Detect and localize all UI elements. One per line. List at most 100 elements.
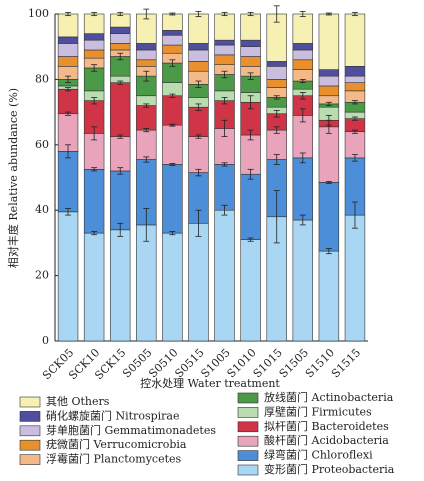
error-bar <box>65 208 72 216</box>
legend-label: 酸杆菌门 Acidobacteria <box>264 433 389 447</box>
error-bar <box>325 114 332 126</box>
legend-label: 变形菌门 Proteobacteria <box>264 462 395 476</box>
error-bar <box>195 103 202 111</box>
error-bar <box>117 134 124 139</box>
bar-segment <box>57 88 79 115</box>
bar-segment <box>318 69 340 77</box>
bar-segment <box>162 34 183 46</box>
error-bar <box>65 111 72 116</box>
legend-label: 疣微菌门 Verrucomicrobia <box>46 437 187 451</box>
bar-segment <box>214 54 235 65</box>
bar-segment <box>57 151 79 213</box>
error-bar <box>117 167 124 175</box>
legend-swatch <box>19 425 41 437</box>
y-axis-label: 相对丰度 Relative abundance (%) <box>6 88 20 268</box>
bar-segment <box>240 13 261 41</box>
error-bar <box>195 10 202 18</box>
error-bar <box>247 11 254 17</box>
bar-segment <box>136 105 157 131</box>
legend-swatch <box>19 454 41 465</box>
legend-swatch <box>237 450 259 461</box>
error-bar <box>195 134 202 139</box>
error-bar <box>169 163 176 166</box>
error-bar <box>273 95 280 100</box>
y-tick-label: 80 <box>35 72 49 85</box>
error-bar <box>299 79 306 84</box>
bar-segment <box>318 126 340 183</box>
bar-segment <box>162 13 183 31</box>
error-bar <box>169 231 176 236</box>
legend-swatch <box>237 435 259 447</box>
bar-segment <box>162 44 183 54</box>
bar-segment <box>214 209 235 342</box>
error-bar <box>247 95 254 110</box>
error-bar <box>351 201 358 229</box>
error-bar <box>273 154 280 165</box>
error-bar <box>65 75 72 84</box>
bar-segment <box>344 75 366 83</box>
bar-segment <box>292 219 314 342</box>
bar-segment <box>136 224 157 342</box>
error-bar <box>143 156 150 163</box>
error-bar <box>221 11 228 17</box>
error-bar <box>143 208 150 242</box>
bar-segment <box>240 239 261 342</box>
error-bar <box>91 167 98 172</box>
error-bar <box>247 129 254 141</box>
error-bar <box>91 11 98 17</box>
legend-swatch <box>237 464 259 476</box>
error-bar <box>325 12 332 16</box>
x-axis-label: 控水处理 Water treatment <box>140 376 280 390</box>
error-bar <box>169 59 176 67</box>
y-tick-label: 60 <box>35 138 49 151</box>
bar-segment <box>344 131 366 159</box>
error-bar <box>221 119 228 138</box>
error-bar <box>91 231 98 236</box>
error-bar <box>247 168 254 180</box>
error-bar <box>299 108 306 123</box>
error-bar <box>221 70 228 79</box>
bar-segment <box>188 43 209 51</box>
error-bar <box>195 168 202 177</box>
legend-label: 放线菌门 Actinobacteria <box>264 390 394 404</box>
error-bar <box>117 11 124 17</box>
legend-label: 绿弯菌门 Chloroflexi <box>264 448 373 462</box>
error-bar <box>221 96 228 105</box>
error-bar <box>325 181 332 184</box>
error-bar <box>325 101 332 106</box>
error-bar <box>91 64 98 72</box>
error-bar <box>195 209 202 237</box>
legend-label: 其他 Others <box>46 395 110 408</box>
bar-segment <box>162 232 183 342</box>
bar-segment <box>292 157 314 221</box>
bar-segment <box>188 49 209 62</box>
error-bar <box>143 128 150 133</box>
error-bar <box>299 92 306 100</box>
y-tick-label: 40 <box>35 203 49 216</box>
error-bar <box>65 87 72 92</box>
bar-segment <box>162 30 183 36</box>
error-bar <box>195 80 202 88</box>
error-bar <box>273 5 280 23</box>
bar-segment <box>214 44 235 56</box>
bar-segment <box>318 85 340 97</box>
bar-segment <box>344 66 366 77</box>
bar-segment <box>188 61 209 72</box>
error-bar <box>117 52 124 61</box>
y-tick-label: 0 <box>42 334 49 347</box>
error-bar <box>169 12 176 16</box>
bar-segment <box>109 136 131 172</box>
bar-segment <box>83 49 105 59</box>
bar-segment <box>266 79 287 88</box>
error-bar <box>169 93 176 98</box>
bar-segment <box>188 106 209 137</box>
bar-segment <box>292 59 314 70</box>
error-bar <box>221 204 228 216</box>
error-bar <box>351 154 358 162</box>
bar-segment <box>57 13 79 38</box>
bar-segment <box>83 232 105 342</box>
bar-segment <box>344 214 366 342</box>
error-bar <box>351 129 358 134</box>
legend-swatch <box>237 407 259 418</box>
